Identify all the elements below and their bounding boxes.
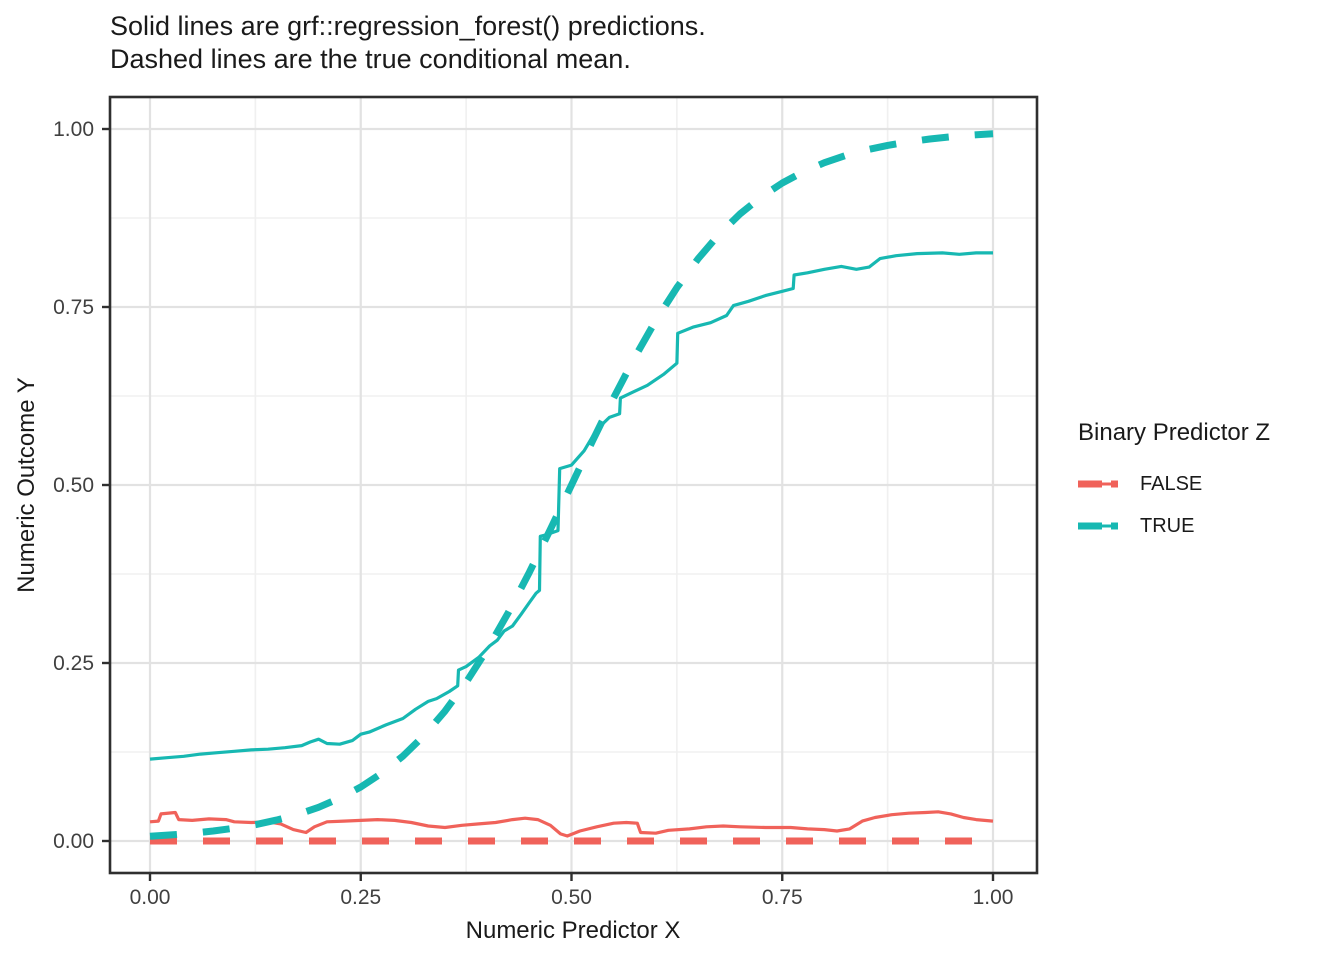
- x-tick-label: 1.00: [973, 886, 1014, 909]
- legend-item-true: TRUE: [1078, 512, 1270, 540]
- x-tick-label: 0.00: [130, 886, 171, 909]
- plot-title-line2: Dashed lines are the true conditional me…: [110, 44, 631, 74]
- x-tick-label: 0.75: [762, 886, 803, 909]
- x-tick-label: 0.50: [551, 886, 592, 909]
- legend-label-true: TRUE: [1140, 514, 1195, 537]
- legend-item-false: FALSE: [1078, 470, 1270, 498]
- series-true-dashed: [149, 130, 994, 840]
- y-tick-label: 0.50: [53, 474, 94, 497]
- legend-label-false: FALSE: [1140, 472, 1203, 495]
- y-tick-label: 0.25: [53, 652, 94, 675]
- x-axis-title: Numeric Predictor X: [465, 917, 681, 944]
- x-tick-label: 0.25: [340, 886, 381, 909]
- legend-title: Binary Predictor Z: [1078, 419, 1271, 446]
- plot-title-line1: Solid lines are grf::regression_forest()…: [110, 11, 706, 41]
- series-true-solid: [149, 251, 993, 761]
- legend-key-true-line: [1078, 522, 1118, 530]
- legend-key-false-line: [1078, 480, 1118, 488]
- legend: Binary Predictor Z FALSE TRUE: [1078, 418, 1270, 554]
- y-tick-label: 0.00: [53, 830, 94, 853]
- y-axis-title: Numeric Outcome Y: [13, 377, 40, 593]
- y-tick-label: 0.75: [53, 296, 94, 319]
- y-tick-label: 1.00: [53, 118, 94, 141]
- plot-title: Solid lines are grf::regression_forest()…: [110, 10, 706, 76]
